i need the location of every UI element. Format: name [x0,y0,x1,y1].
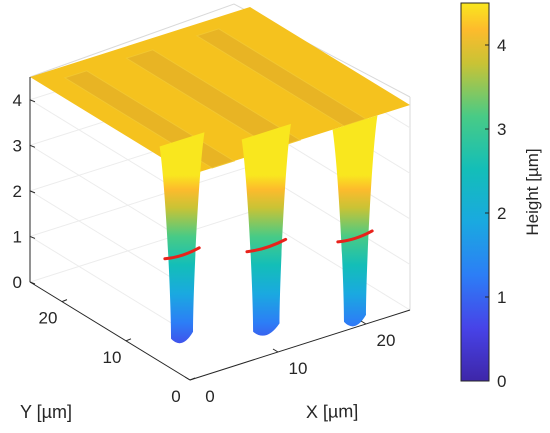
contour-segment [245,237,288,254]
trench-opening [195,28,368,127]
z-tick-label: 4 [13,91,22,110]
trench-wall [241,123,291,336]
z-tick [29,144,36,148]
x-axis-label: X [µm] [306,401,359,422]
surface [30,7,410,344]
colorbar-label: Height [µm] [523,148,542,235]
trench-opening [125,49,302,149]
contour-line [163,229,374,261]
y-axis-line [29,281,191,381]
x-tick [360,320,367,325]
z-tick [29,281,36,285]
colorbar-tick-label: 4 [497,36,506,55]
x-tick [272,348,279,353]
z-tick [29,99,36,103]
axis-lines [29,77,411,381]
colorbar-ticks: 0 1 2 3 4 [485,36,506,391]
z-tick [29,235,36,239]
colorbar-tick-label: 0 [497,372,506,391]
y-tick-label: 20 [39,309,58,328]
y-tick [125,338,132,342]
x-tick [184,376,191,381]
back-edge-top [29,3,411,98]
colorbar-tick-label: 1 [497,288,506,307]
colorbar: 0 1 2 3 4 Height [µm] [460,2,542,391]
x-tick-label: 20 [377,331,396,350]
y-tick [61,299,68,303]
x-tick-label: 0 [205,387,214,406]
z-tick-label: 1 [13,227,22,246]
y-tick-label: 10 [103,348,122,367]
colorbar-tick-label: 3 [497,120,506,139]
grid-line-z [28,120,411,290]
grid-line-z [28,165,411,335]
z-tick-label: 3 [13,136,22,155]
contour-segment [163,246,201,261]
y-tick [189,377,196,381]
trench-wall [332,115,378,327]
z-tick-label: 2 [13,182,22,201]
colorbar-tick-label: 2 [497,204,506,223]
trench-wall [159,132,205,344]
colorbar-gradient [460,2,490,382]
x-tick-label: 10 [289,359,308,378]
x-axis-line [189,309,411,381]
z-tick-label: 0 [13,273,22,292]
z-tick [29,190,36,194]
y-axis-label: Y [µm] [20,402,72,422]
contour-segment [336,229,374,244]
y-tick-label: 0 [171,387,180,406]
tick-labels: 0 1 2 3 4 0 10 20 0 10 20 [13,91,396,406]
